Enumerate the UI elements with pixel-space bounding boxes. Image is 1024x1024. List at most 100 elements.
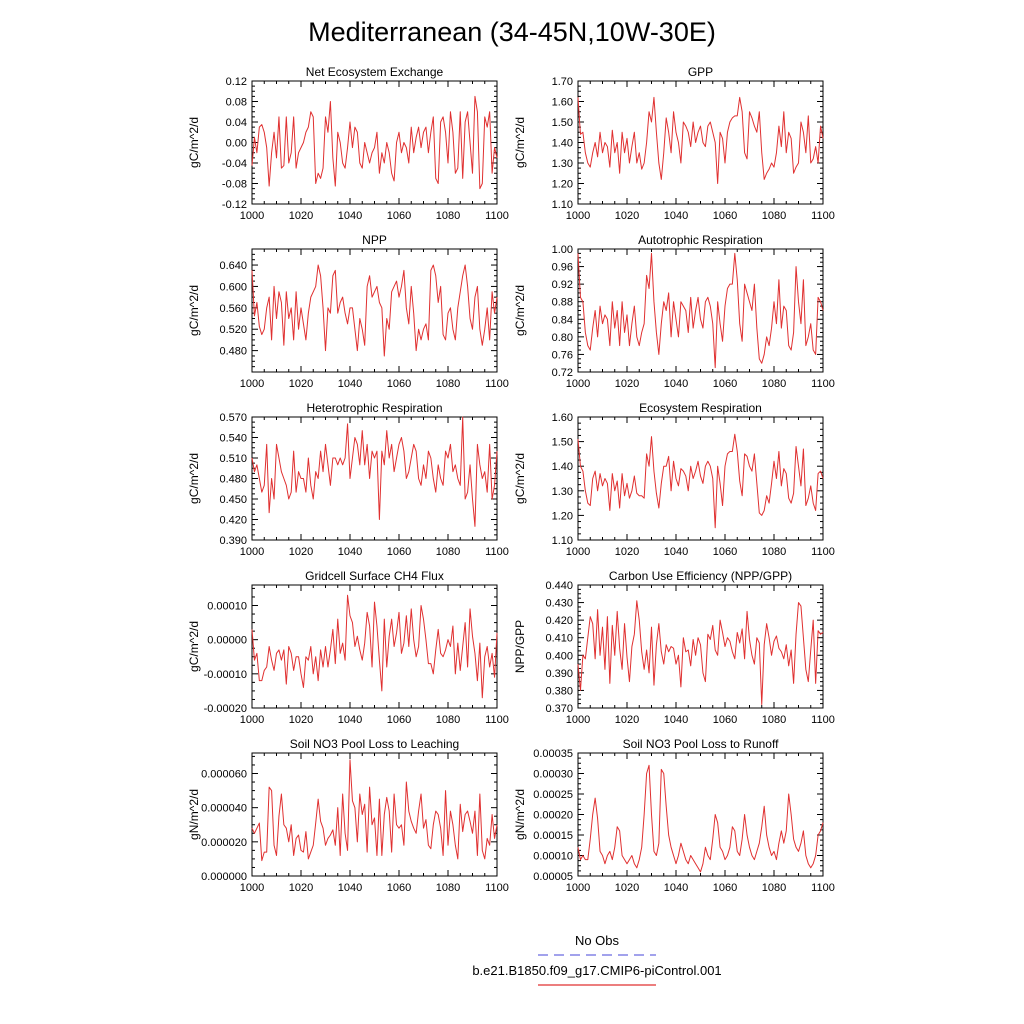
plot-frame [251, 80, 498, 205]
y-tick-label: 0.640 [219, 260, 247, 272]
y-tick-label: 0.000040 [201, 803, 247, 815]
y-tick-label: 1.30 [552, 158, 573, 170]
y-tick-label: 0.440 [545, 580, 573, 592]
x-tick-label: 1060 [387, 714, 411, 726]
x-tick-label: 1000 [566, 210, 590, 222]
x-tick-label: 1080 [762, 378, 786, 390]
figure-title: Mediterranean (34-45N,10W-30E) [308, 17, 716, 47]
y-tick-label: -0.00020 [204, 703, 247, 715]
y-tick-label: 1.40 [552, 461, 573, 473]
x-tick-label: 1020 [289, 714, 313, 726]
y-tick-label: 0.00025 [533, 789, 573, 801]
x-tick-label: 1080 [436, 210, 460, 222]
chart-panel-ecosystem-respiration: Ecosystem Respiration gC/m^2/d 1000 1020 104… [513, 401, 835, 558]
y-tick-label: 0.430 [545, 598, 573, 610]
x-tick-label: 1060 [713, 882, 737, 894]
y-tick-label: 0.00020 [533, 810, 573, 822]
y-tick-label: 0.96 [552, 262, 573, 274]
x-tick-label: 1100 [811, 546, 835, 558]
x-tick-label: 1020 [615, 210, 639, 222]
x-tick-label: 1080 [762, 714, 786, 726]
y-tick-label: 0.000020 [201, 837, 247, 849]
x-tick-label: 1060 [387, 546, 411, 558]
series-line-soil-no3-pool-loss-to-leaching [251, 759, 498, 862]
chart-panels: Net Ecosystem Exchange gC/m^2/d 1000 1020 10… [187, 65, 835, 894]
x-tick-label: 1100 [485, 378, 509, 390]
series-line-heterotrophic-respiration [251, 416, 498, 527]
y-tick-label: 0.00030 [533, 769, 573, 781]
chart-title: Autotrophic Respiration [638, 233, 763, 247]
y-tick-label: 0.380 [545, 685, 573, 697]
y-tick-label: 0.510 [219, 453, 247, 465]
x-tick-label: 1060 [387, 882, 411, 894]
series-line-gpp [577, 96, 824, 184]
series-line-carbon-use-efficiency-npp-gpp [577, 600, 824, 705]
x-tick-label: 1020 [615, 882, 639, 894]
x-tick-label: 1020 [289, 882, 313, 894]
chart-panel-soil-no3-pool-loss-to-runoff: Soil NO3 Pool Loss to Runoff gN/m^2/d 1000… [513, 737, 835, 894]
y-tick-label: 1.30 [552, 486, 573, 498]
x-tick-label: 1080 [762, 546, 786, 558]
x-tick-label: 1060 [713, 378, 737, 390]
y-tick-label: -0.08 [222, 179, 247, 191]
y-tick-label: 0.76 [552, 349, 573, 361]
x-tick-label: 1000 [566, 714, 590, 726]
y-tick-label: -0.00010 [204, 669, 247, 681]
x-tick-label: 1000 [240, 882, 264, 894]
y-tick-label: 0.12 [226, 76, 247, 88]
chart-panel-carbon-use-efficiency-npp-gpp: Carbon Use Efficiency (NPP/GPP) NPP/GPP 10… [513, 569, 835, 726]
chart-panel-autotrophic-respiration: Autotrophic Respiration gC/m^2/d 1000 1020 1… [513, 233, 835, 390]
y-tick-label: 0.00010 [207, 601, 247, 613]
chart-panel-gridcell-surface-ch4-flux: Gridcell Surface CH4 Flux gC/m^2/d 1000 102… [187, 569, 509, 726]
y-tick-label: 1.60 [552, 97, 573, 109]
x-tick-label: 1040 [338, 714, 362, 726]
plot-frame [577, 752, 824, 877]
x-tick-label: 1040 [338, 210, 362, 222]
y-axis-label: gN/m^2/d [513, 789, 527, 840]
x-tick-label: 1100 [485, 210, 509, 222]
y-tick-label: 0.390 [219, 535, 247, 547]
x-tick-label: 1040 [664, 378, 688, 390]
y-tick-label: 0.570 [219, 412, 247, 424]
y-axis-label: gC/m^2/d [187, 621, 201, 672]
y-tick-label: 0.600 [219, 281, 247, 293]
x-tick-label: 1000 [240, 714, 264, 726]
x-tick-label: 1000 [240, 546, 264, 558]
y-tick-label: 1.00 [552, 244, 573, 256]
x-tick-label: 1020 [615, 546, 639, 558]
y-tick-label: 1.20 [552, 179, 573, 191]
y-tick-label: 0.420 [219, 515, 247, 527]
y-tick-label: 0.72 [552, 367, 573, 379]
x-tick-label: 1100 [811, 882, 835, 894]
y-tick-label: 1.40 [552, 138, 573, 150]
y-tick-label: 0.410 [545, 633, 573, 645]
series-line-soil-no3-pool-loss-to-runoff [577, 764, 824, 873]
y-tick-label: 0.480 [219, 346, 247, 358]
x-tick-label: 1100 [811, 714, 835, 726]
x-tick-label: 1020 [289, 546, 313, 558]
x-tick-label: 1020 [615, 378, 639, 390]
y-tick-label: 0.370 [545, 703, 573, 715]
chart-title: GPP [688, 65, 713, 79]
x-tick-label: 1040 [338, 378, 362, 390]
x-tick-label: 1020 [289, 210, 313, 222]
y-axis-label: gC/m^2/d [513, 453, 527, 504]
legend: No Obs b.e21.B1850.f09_g17.CMIP6-piContr… [472, 933, 722, 986]
legend-label-no-obs: No Obs [575, 933, 620, 948]
y-tick-label: 1.70 [552, 76, 573, 88]
plot-frame [577, 80, 824, 205]
y-axis-label: gC/m^2/d [187, 117, 201, 168]
y-tick-label: 0.84 [552, 314, 573, 326]
plot-frame [251, 248, 498, 373]
y-tick-label: 0.00005 [533, 871, 573, 883]
x-tick-label: 1040 [664, 882, 688, 894]
x-tick-label: 1080 [436, 882, 460, 894]
x-tick-label: 1040 [664, 546, 688, 558]
y-tick-label: 0.00010 [533, 851, 573, 863]
y-tick-label: 1.50 [552, 437, 573, 449]
series-line-npp [251, 264, 498, 357]
y-tick-label: 0.92 [552, 279, 573, 291]
chart-title: Soil NO3 Pool Loss to Runoff [623, 737, 780, 751]
chart-title: Carbon Use Efficiency (NPP/GPP) [609, 569, 792, 583]
